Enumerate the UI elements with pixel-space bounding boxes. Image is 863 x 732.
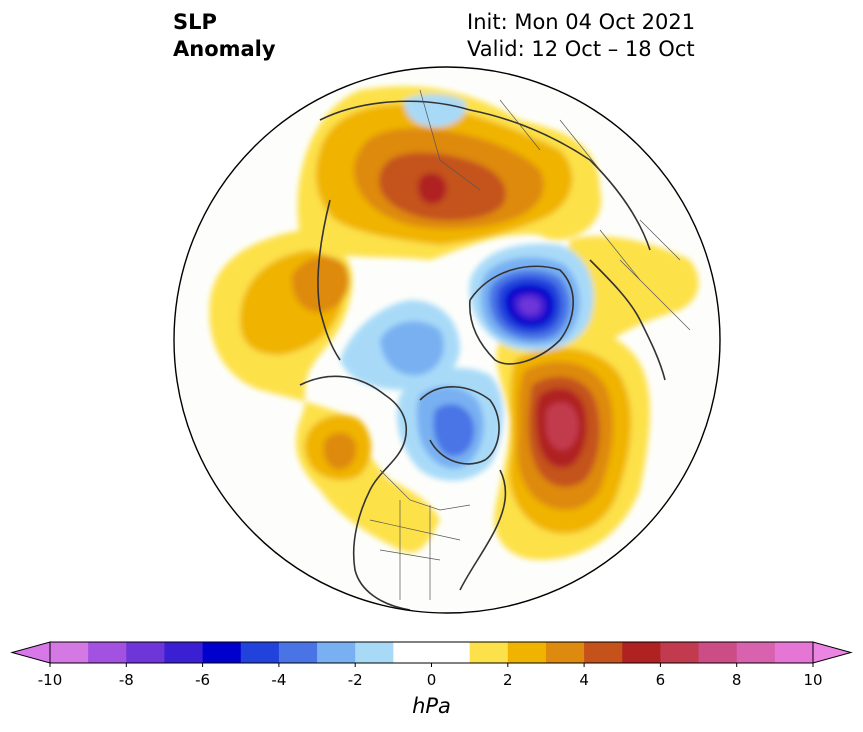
coastline-hudson-bay bbox=[419, 386, 500, 465]
colorbar-tick-label: 2 bbox=[503, 671, 513, 689]
coastlines bbox=[299, 100, 666, 611]
colorbar-extend-max bbox=[812, 641, 853, 664]
colorbar-tick-label: -6 bbox=[195, 671, 210, 689]
coastline-north-america bbox=[299, 375, 411, 611]
colorbar-tick-label: 6 bbox=[656, 671, 666, 689]
colorbar-cell bbox=[393, 642, 432, 663]
colorbar-cell bbox=[774, 642, 814, 663]
colorbar-cell bbox=[698, 642, 738, 663]
coastline-east-asia bbox=[317, 199, 341, 361]
anomaly-shade-pos3-pacific bbox=[291, 256, 349, 313]
colorbar-cell bbox=[317, 642, 356, 663]
colorbar-cell bbox=[431, 642, 471, 663]
anomaly-shade-pos1-europe bbox=[565, 236, 699, 350]
colorbar-cell bbox=[164, 642, 204, 663]
border-asia bbox=[419, 89, 601, 191]
anomaly-shade-pos6-atlantic bbox=[545, 402, 579, 450]
colorbar-cell bbox=[202, 642, 242, 663]
colorbar-unit-label: hPa bbox=[412, 694, 451, 718]
colorbar-cell bbox=[355, 642, 394, 663]
colorbar-cell bbox=[584, 642, 623, 663]
colorbar-tick-label: -2 bbox=[348, 671, 363, 689]
anomaly-field bbox=[174, 67, 720, 613]
colorbar-tick-label: 8 bbox=[732, 671, 742, 689]
colorbar-cell bbox=[50, 642, 89, 663]
anomaly-shade-neg2-alaska bbox=[380, 321, 444, 376]
map-boundary bbox=[173, 66, 721, 614]
anomaly-shade-neg3-hudson bbox=[433, 404, 475, 457]
title-left-line-1: SLP bbox=[173, 10, 217, 34]
colorbar-ticks: -10 -8 -6 -4 -2 0 2 4 6 8 10 bbox=[38, 663, 823, 689]
colorbar-cell bbox=[507, 642, 547, 663]
colorbar-cells bbox=[10, 641, 853, 664]
colorbar-cell bbox=[660, 642, 700, 663]
coastline-east-us bbox=[459, 469, 507, 591]
polar-map bbox=[173, 66, 721, 614]
anomaly-shade-neg7-greenland bbox=[519, 296, 541, 315]
colorbar-cell bbox=[622, 642, 661, 663]
colorbar-cell bbox=[469, 642, 509, 663]
colorbar-cell bbox=[88, 642, 127, 663]
colorbar-cell bbox=[736, 642, 776, 663]
anomaly-shade-neg1-arctic bbox=[404, 94, 466, 128]
valid-range: Valid: 12 Oct – 18 Oct bbox=[467, 37, 695, 61]
anomaly-shade-pos3-westus bbox=[323, 432, 357, 470]
anomaly-shade-pos5-eurasia bbox=[418, 173, 447, 205]
colorbar-cell bbox=[545, 642, 585, 663]
colorbar-extend-min bbox=[10, 641, 51, 664]
border-us-states bbox=[369, 500, 461, 600]
title-left: SLP Anomaly bbox=[173, 9, 276, 63]
colorbar-tick-label: 0 bbox=[427, 671, 437, 689]
colorbar-cell bbox=[240, 642, 280, 663]
title-right: Init: Mon 04 Oct 2021 Valid: 12 Oct – 18… bbox=[467, 9, 695, 63]
colorbar-tick-label: -10 bbox=[38, 671, 63, 689]
init-date: Init: Mon 04 Oct 2021 bbox=[467, 10, 696, 34]
colorbar: -10 -8 -6 -4 -2 0 2 4 6 8 10 bbox=[10, 641, 853, 689]
colorbar-tick-label: 10 bbox=[803, 671, 822, 689]
title-left-line-2: Anomaly bbox=[173, 37, 276, 61]
colorbar-tick-label: -8 bbox=[119, 671, 134, 689]
colorbar-cell bbox=[278, 642, 318, 663]
border-us-canada bbox=[379, 469, 471, 511]
political-borders bbox=[369, 89, 691, 600]
coastline-eurasia bbox=[319, 100, 651, 251]
border-europe bbox=[599, 219, 691, 331]
coastline-greenland bbox=[469, 265, 574, 365]
coastline-europe bbox=[589, 259, 666, 381]
colorbar-tick-label: 4 bbox=[579, 671, 589, 689]
colorbar-tick-label: -4 bbox=[271, 671, 286, 689]
colorbar-cell bbox=[126, 642, 165, 663]
